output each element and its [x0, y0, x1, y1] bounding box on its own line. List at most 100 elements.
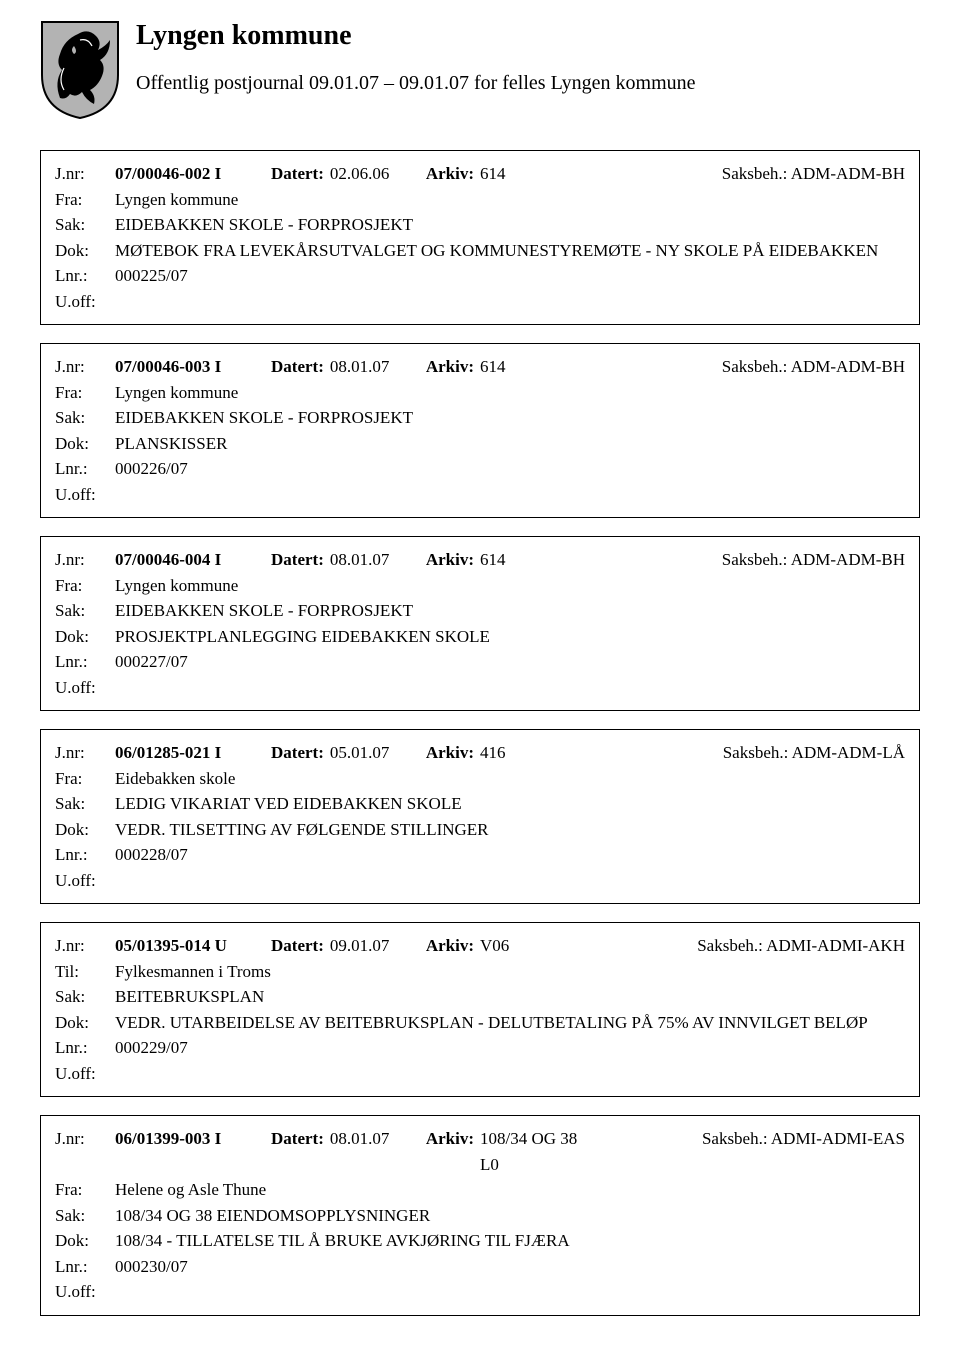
saksbeh-value: ADMI-ADMI-AKH: [766, 936, 905, 955]
datert-label: Datert:: [271, 354, 324, 380]
party-label: Fra:: [55, 573, 115, 599]
sak-value: EIDEBAKKEN SKOLE - FORPROSJEKT: [115, 598, 905, 624]
jnr-label: J.nr:: [55, 933, 115, 959]
party-value: Lyngen kommune: [115, 573, 905, 599]
uoff-label: U.off:: [55, 868, 115, 894]
page-title: Lyngen kommune: [136, 20, 696, 52]
party-label: Til:: [55, 959, 115, 985]
dok-label: Dok:: [55, 238, 115, 264]
lnr-value: 000229/07: [115, 1035, 905, 1061]
uoff-value: [115, 1061, 905, 1087]
arkiv-label: Arkiv:: [426, 161, 474, 187]
sak-label: Sak:: [55, 1203, 115, 1229]
sak-label: Sak:: [55, 405, 115, 431]
dok-value: MØTEBOK FRA LEVEKÅRSUTVALGET OG KOMMUNES…: [115, 238, 905, 264]
jnr-label: J.nr:: [55, 1126, 115, 1177]
jnr-label: J.nr:: [55, 740, 115, 766]
jnr-value: 06/01285-021 I: [115, 740, 265, 766]
party-label: Fra:: [55, 187, 115, 213]
lnr-value: 000227/07: [115, 649, 905, 675]
saksbeh-label: Saksbeh.:: [697, 936, 766, 955]
lnr-value: 000228/07: [115, 842, 905, 868]
uoff-value: [115, 1279, 905, 1305]
journal-entry: J.nr:07/00046-003 IDatert:08.01.07Arkiv:…: [40, 343, 920, 518]
datert-label: Datert:: [271, 740, 324, 766]
lnr-label: Lnr.:: [55, 1035, 115, 1061]
sak-label: Sak:: [55, 212, 115, 238]
uoff-value: [115, 868, 905, 894]
saksbeh-value: ADM-ADM-BH: [791, 550, 905, 569]
uoff-label: U.off:: [55, 289, 115, 315]
sak-value: BEITEBRUKSPLAN: [115, 984, 905, 1010]
arkiv-value: 614: [480, 354, 506, 380]
jnr-value: 07/00046-004 I: [115, 547, 265, 573]
arkiv-value: 614: [480, 161, 506, 187]
datert-value: 09.01.07: [330, 933, 420, 959]
lnr-label: Lnr.:: [55, 1254, 115, 1280]
uoff-label: U.off:: [55, 1061, 115, 1087]
saksbeh-label: Saksbeh.:: [723, 743, 792, 762]
dok-value: 108/34 - TILLATELSE TIL Å BRUKE AVKJØRIN…: [115, 1228, 905, 1254]
arkiv-value: 108/34 OG 38L0: [480, 1126, 577, 1177]
saksbeh-label: Saksbeh.:: [722, 164, 791, 183]
lnr-label: Lnr.:: [55, 456, 115, 482]
lnr-value: 000230/07: [115, 1254, 905, 1280]
journal-entry: J.nr:07/00046-002 IDatert:02.06.06Arkiv:…: [40, 150, 920, 325]
arkiv-label: Arkiv:: [426, 933, 474, 959]
lnr-label: Lnr.:: [55, 842, 115, 868]
saksbeh-value: ADM-ADM-LÅ: [792, 743, 905, 762]
party-value: Lyngen kommune: [115, 380, 905, 406]
journal-entry: J.nr:07/00046-004 IDatert:08.01.07Arkiv:…: [40, 536, 920, 711]
sak-label: Sak:: [55, 791, 115, 817]
lnr-label: Lnr.:: [55, 263, 115, 289]
uoff-label: U.off:: [55, 675, 115, 701]
page-subtitle: Offentlig postjournal 09.01.07 – 09.01.0…: [136, 70, 696, 96]
arkiv-value: 416: [480, 740, 506, 766]
jnr-value: 06/01399-003 I: [115, 1126, 265, 1177]
municipal-crest: [40, 20, 120, 120]
sak-value: LEDIG VIKARIAT VED EIDEBAKKEN SKOLE: [115, 791, 905, 817]
jnr-label: J.nr:: [55, 547, 115, 573]
journal-entry: J.nr:06/01399-003 IDatert:08.01.07Arkiv:…: [40, 1115, 920, 1316]
datert-label: Datert:: [271, 933, 324, 959]
lnr-value: 000226/07: [115, 456, 905, 482]
saksbeh-value: ADM-ADM-BH: [791, 164, 905, 183]
datert-value: 08.01.07: [330, 547, 420, 573]
journal-entries: J.nr:07/00046-002 IDatert:02.06.06Arkiv:…: [40, 150, 920, 1316]
sak-label: Sak:: [55, 984, 115, 1010]
jnr-label: J.nr:: [55, 161, 115, 187]
datert-value: 02.06.06: [330, 161, 420, 187]
arkiv-value: 614: [480, 547, 506, 573]
datert-label: Datert:: [271, 161, 324, 187]
dok-label: Dok:: [55, 1228, 115, 1254]
sak-value: 108/34 OG 38 EIENDOMSOPPLYSNINGER: [115, 1203, 905, 1229]
saksbeh-label: Saksbeh.:: [702, 1129, 771, 1148]
datert-label: Datert:: [271, 1126, 324, 1177]
uoff-label: U.off:: [55, 1279, 115, 1305]
arkiv-label: Arkiv:: [426, 1126, 474, 1177]
arkiv-label: Arkiv:: [426, 547, 474, 573]
header-text: Lyngen kommune Offentlig postjournal 09.…: [136, 20, 696, 96]
sak-label: Sak:: [55, 598, 115, 624]
dok-label: Dok:: [55, 624, 115, 650]
party-value: Lyngen kommune: [115, 187, 905, 213]
arkiv-label: Arkiv:: [426, 740, 474, 766]
jnr-value: 07/00046-002 I: [115, 161, 265, 187]
jnr-label: J.nr:: [55, 354, 115, 380]
party-label: Fra:: [55, 1177, 115, 1203]
page-header: Lyngen kommune Offentlig postjournal 09.…: [40, 20, 920, 120]
datert-value: 08.01.07: [330, 1126, 420, 1177]
uoff-value: [115, 289, 905, 315]
arkiv-label: Arkiv:: [426, 354, 474, 380]
party-label: Fra:: [55, 380, 115, 406]
datert-value: 05.01.07: [330, 740, 420, 766]
arkiv-value: V06: [480, 933, 509, 959]
dok-label: Dok:: [55, 431, 115, 457]
saksbeh-value: ADM-ADM-BH: [791, 357, 905, 376]
datert-value: 08.01.07: [330, 354, 420, 380]
saksbeh-label: Saksbeh.:: [722, 550, 791, 569]
uoff-value: [115, 482, 905, 508]
journal-entry: J.nr:05/01395-014 UDatert:09.01.07Arkiv:…: [40, 922, 920, 1097]
dok-label: Dok:: [55, 817, 115, 843]
lnr-label: Lnr.:: [55, 649, 115, 675]
